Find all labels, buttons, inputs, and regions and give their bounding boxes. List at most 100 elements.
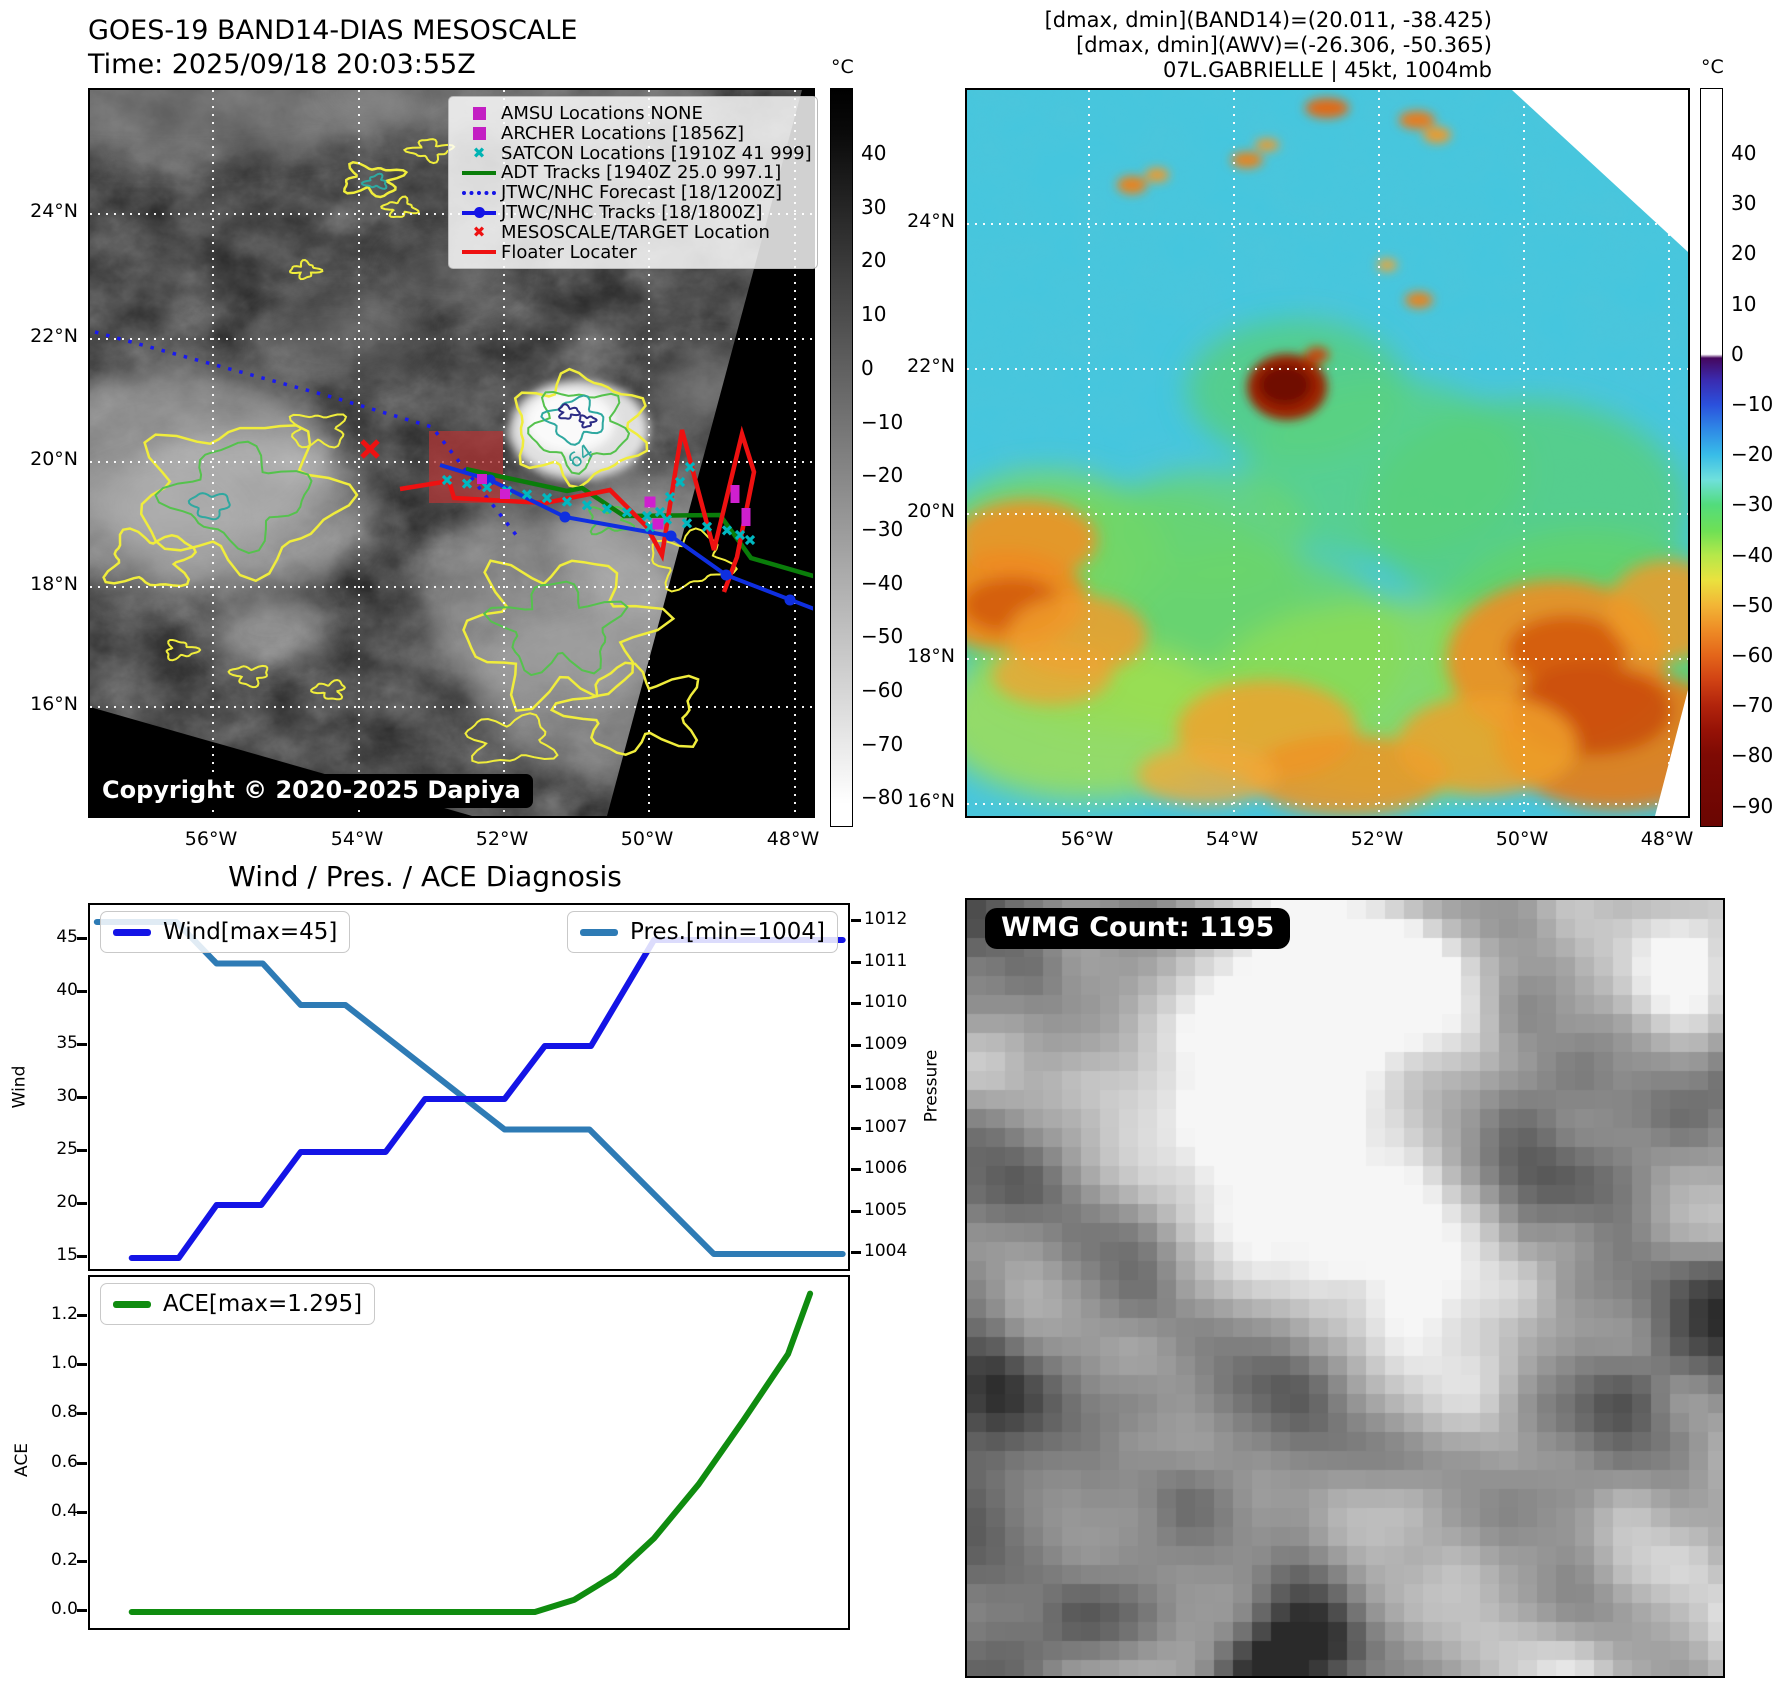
- wind-tick: 30: [56, 1086, 78, 1106]
- ace-legend-label: ACE[max=1.295]: [163, 1291, 363, 1317]
- awv-colorbar: [1700, 88, 1723, 827]
- awv-lat-tick: 18°N: [907, 645, 955, 667]
- line-marker-icon: [457, 171, 501, 176]
- band14-colorbar-unit: °C: [831, 56, 854, 78]
- ace-legend-box: ACE[max=1.295]: [100, 1283, 376, 1325]
- tick-mark: [77, 1149, 87, 1152]
- tick-mark: [77, 1461, 87, 1465]
- awv-colorbar-tick: 0: [1731, 341, 1744, 366]
- awv-lon-tick: 50°W: [1495, 828, 1549, 850]
- ace-tick: 0.0: [50, 1599, 78, 1620]
- tick-mark: [851, 1209, 861, 1213]
- tick-mark: [851, 960, 861, 964]
- tick-mark: [77, 1363, 87, 1367]
- awv-colorbar-tick: 10: [1731, 291, 1757, 316]
- wind-tick: 40: [56, 980, 78, 1000]
- pressure-tick: 1009: [864, 1033, 908, 1054]
- tick-mark: [77, 1043, 87, 1046]
- archer-markers: [477, 474, 751, 530]
- band14-colorbar-tick: 0: [861, 355, 874, 380]
- legend-item-label: JTWC/NHC Forecast [18/1200Z]: [501, 182, 783, 204]
- time-subtitle: Time: 2025/09/18 20:03:55Z: [88, 49, 476, 80]
- wmg-pixel-image: [967, 900, 1723, 1676]
- pressure-axis-label: Pressure: [921, 1049, 942, 1123]
- tick-mark: [77, 1412, 87, 1416]
- wind-legend-label: Wind[max=45]: [163, 919, 338, 945]
- awv-lon-tick: 48°W: [1640, 828, 1694, 850]
- wind-tick: 45: [56, 927, 78, 947]
- band14-lon-tick: 56°W: [184, 828, 238, 850]
- pressure-legend-box: Pres.[min=1004]: [567, 911, 838, 953]
- pressure-tick: 1011: [864, 950, 908, 971]
- awv-dry-orange-regions: [927, 500, 1737, 815]
- wind-tick: 20: [56, 1192, 78, 1212]
- wind-tick: 25: [56, 1139, 78, 1159]
- wind-line: [128, 937, 846, 1261]
- awv-colorbar-tick: −80: [1731, 743, 1774, 768]
- wind-tick: 35: [56, 1033, 78, 1053]
- dotted-line-marker-icon: [457, 191, 501, 196]
- ace-plot: [128, 1290, 814, 1615]
- legend-item-label: MESOSCALE/TARGET Location: [501, 221, 770, 243]
- tick-mark: [77, 1255, 87, 1258]
- legend-item-label: ARCHER Locations [1856Z]: [501, 122, 745, 144]
- graticule-grid: [967, 90, 1688, 816]
- awv-colorbar-tick: −40: [1731, 542, 1774, 567]
- square-marker-icon: [457, 107, 501, 121]
- tick-mark: [77, 1560, 87, 1563]
- tick-mark: [77, 937, 87, 940]
- tick-mark: [851, 1043, 861, 1047]
- awv-colorbar-tick: 20: [1731, 241, 1757, 266]
- awv-colorbar-tick: −90: [1731, 793, 1774, 818]
- awv-colorbar-tick: −20: [1731, 442, 1774, 467]
- floater-locater-track: [399, 425, 757, 593]
- band14-colorbar-tick: −40: [861, 570, 904, 595]
- wind-pressure-chart: Wind[max=45] Pres.[min=1004]: [88, 903, 850, 1271]
- awv-lat-tick: 24°N: [907, 210, 955, 232]
- legend-item: ✖ SATCON Locations [1910Z 41 999]: [457, 143, 812, 164]
- legend-item: ARCHER Locations [1856Z]: [457, 122, 807, 144]
- awv-colorbar-tick: −60: [1731, 643, 1774, 667]
- pressure-legend-swatch: [580, 928, 619, 936]
- legend-item: ADT Tracks [1940Z 25.0 997.1]: [457, 163, 807, 183]
- legend-item-label: JTWC/NHC Tracks [18/1800Z]: [501, 201, 763, 223]
- tick-mark: [851, 1002, 861, 1005]
- legend-item: JTWC/NHC Forecast [18/1200Z]: [457, 183, 807, 203]
- band14-lat-tick: 24°N: [30, 200, 78, 222]
- awv-lat-tick: 20°N: [907, 500, 955, 522]
- band14-colorbar-tick: 30: [861, 194, 887, 219]
- pres.-line: [93, 919, 846, 1257]
- legend-item: Floater Locater: [457, 241, 807, 263]
- stats-header: [dmax, dmin](BAND14)=(20.011, -38.425) […: [1045, 8, 1492, 83]
- page-title-block: GOES-19 BAND14-DIAS MESOSCALE Time: 2025…: [88, 14, 577, 82]
- line-dot-marker-icon: [457, 207, 501, 219]
- ace-legend-swatch: [113, 1300, 151, 1308]
- ace-tick: 0.8: [50, 1402, 78, 1423]
- awv-colorbar-tick: 40: [1731, 141, 1757, 165]
- tick-mark: [77, 1096, 87, 1099]
- dmax-dmin-band14: [dmax, dmin](BAND14)=(20.011, -38.425): [1044, 8, 1492, 32]
- pressure-tick: 1005: [864, 1199, 908, 1220]
- ace-line: [128, 1290, 814, 1615]
- ace-chart: ACE[max=1.295]: [88, 1275, 850, 1630]
- tick-mark: [77, 1510, 87, 1514]
- band14-colorbar-tick: −30: [861, 516, 904, 541]
- band14-lat-tick: 16°N: [30, 693, 78, 715]
- tick-mark: [77, 1609, 87, 1613]
- tick-mark: [851, 1085, 861, 1088]
- band14-colorbar-tick: −20: [861, 463, 904, 488]
- pressure-tick: 1008: [864, 1075, 908, 1095]
- tick-mark: [77, 990, 87, 993]
- tick-mark: [851, 1251, 861, 1254]
- pressure-tick: 1012: [864, 909, 908, 929]
- ace-tick: 1.2: [50, 1304, 78, 1324]
- legend-item-label: SATCON Locations [1910Z 41 999]: [501, 142, 812, 164]
- line-marker-icon: [457, 250, 501, 255]
- band14-colorbar-tick: 20: [861, 248, 887, 273]
- legend-item-label: Floater Locater: [501, 241, 637, 263]
- band14-colorbar-tick: −10: [861, 409, 904, 434]
- band14-satellite-map: 64 AMSU Locations NONE ARCHER Locations […: [0, 40, 818, 818]
- ace-tick: 1.0: [50, 1353, 78, 1374]
- band14-lon-tick: 50°W: [620, 828, 674, 850]
